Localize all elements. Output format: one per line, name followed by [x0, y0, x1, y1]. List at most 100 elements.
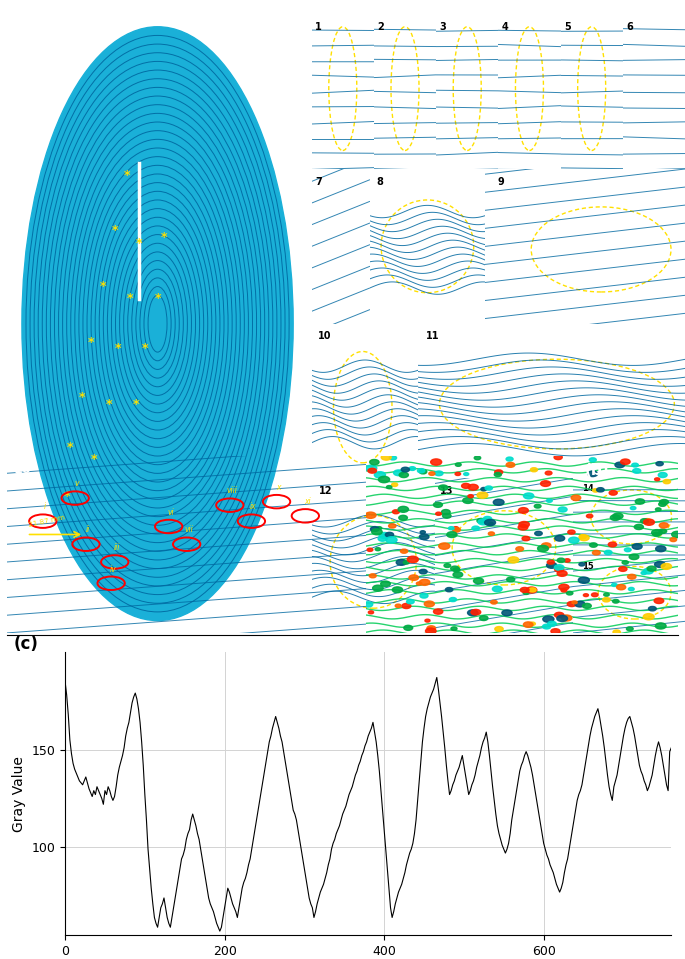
Text: *: *	[106, 398, 112, 410]
Circle shape	[420, 530, 425, 533]
Circle shape	[379, 532, 390, 538]
Text: viii: viii	[226, 486, 237, 496]
Circle shape	[580, 534, 586, 539]
Ellipse shape	[22, 27, 293, 620]
Circle shape	[630, 554, 639, 560]
Circle shape	[655, 561, 665, 568]
Circle shape	[438, 485, 448, 490]
Circle shape	[389, 456, 397, 460]
Circle shape	[661, 564, 671, 570]
Circle shape	[610, 515, 620, 521]
Circle shape	[395, 604, 401, 607]
Circle shape	[654, 598, 664, 603]
Circle shape	[557, 571, 567, 576]
Text: *: *	[112, 224, 119, 238]
Text: (a): (a)	[16, 30, 42, 48]
Circle shape	[394, 470, 403, 476]
Circle shape	[436, 512, 441, 515]
Circle shape	[444, 564, 451, 568]
Circle shape	[464, 473, 469, 476]
Circle shape	[375, 548, 381, 550]
Circle shape	[547, 499, 552, 503]
Circle shape	[371, 526, 379, 531]
Circle shape	[508, 557, 519, 563]
Circle shape	[386, 485, 392, 489]
Circle shape	[435, 471, 443, 476]
Circle shape	[495, 626, 503, 631]
Circle shape	[557, 616, 568, 621]
Circle shape	[416, 582, 422, 585]
Circle shape	[481, 487, 487, 491]
Circle shape	[449, 597, 456, 601]
Text: (c): (c)	[14, 635, 38, 653]
Circle shape	[452, 527, 460, 532]
Circle shape	[366, 465, 377, 472]
Circle shape	[626, 627, 633, 631]
Circle shape	[429, 472, 435, 476]
Circle shape	[451, 566, 459, 571]
Circle shape	[656, 508, 661, 511]
Circle shape	[540, 480, 551, 486]
Circle shape	[493, 500, 504, 505]
Circle shape	[593, 550, 600, 555]
Circle shape	[493, 586, 502, 592]
Circle shape	[370, 459, 379, 465]
Text: 12: 12	[319, 486, 332, 496]
Circle shape	[453, 568, 460, 572]
Circle shape	[518, 525, 528, 530]
Text: i: i	[44, 503, 46, 511]
Text: vii: vii	[184, 526, 193, 534]
Circle shape	[386, 537, 397, 543]
Circle shape	[663, 480, 671, 483]
Circle shape	[547, 560, 554, 564]
Circle shape	[425, 620, 430, 622]
Circle shape	[590, 543, 597, 548]
Circle shape	[404, 625, 412, 630]
Text: *: *	[67, 441, 73, 454]
Text: ii: ii	[86, 526, 90, 534]
Circle shape	[634, 525, 643, 529]
Circle shape	[495, 473, 501, 477]
Circle shape	[447, 531, 457, 537]
Text: xi: xi	[304, 497, 310, 506]
Circle shape	[635, 499, 645, 504]
Circle shape	[622, 561, 628, 564]
Circle shape	[656, 623, 666, 629]
Circle shape	[593, 489, 599, 492]
Circle shape	[392, 483, 398, 486]
Circle shape	[455, 473, 460, 476]
Circle shape	[365, 512, 376, 519]
Circle shape	[643, 569, 653, 574]
Text: *: *	[136, 237, 142, 249]
Text: iv: iv	[110, 565, 116, 573]
Circle shape	[434, 609, 443, 614]
Circle shape	[555, 567, 564, 572]
Circle shape	[417, 469, 425, 473]
Text: 21.87 mm: 21.87 mm	[29, 514, 66, 527]
Circle shape	[419, 470, 427, 474]
Circle shape	[526, 587, 537, 593]
Circle shape	[658, 473, 667, 478]
Circle shape	[442, 509, 450, 515]
Circle shape	[372, 528, 382, 535]
Circle shape	[388, 524, 396, 528]
Circle shape	[530, 468, 538, 472]
Circle shape	[551, 629, 560, 634]
Circle shape	[653, 532, 660, 536]
Circle shape	[554, 565, 564, 571]
Circle shape	[378, 536, 387, 541]
Text: *: *	[79, 391, 86, 405]
Circle shape	[656, 546, 666, 551]
Text: (b): (b)	[585, 462, 609, 478]
Circle shape	[612, 513, 623, 519]
Text: 15: 15	[582, 562, 594, 571]
Circle shape	[567, 601, 576, 607]
Circle shape	[399, 473, 408, 478]
Circle shape	[621, 459, 630, 464]
Circle shape	[561, 589, 566, 592]
Circle shape	[473, 578, 484, 584]
Circle shape	[586, 514, 593, 518]
Circle shape	[479, 616, 488, 620]
Circle shape	[568, 530, 575, 534]
Circle shape	[597, 487, 604, 492]
